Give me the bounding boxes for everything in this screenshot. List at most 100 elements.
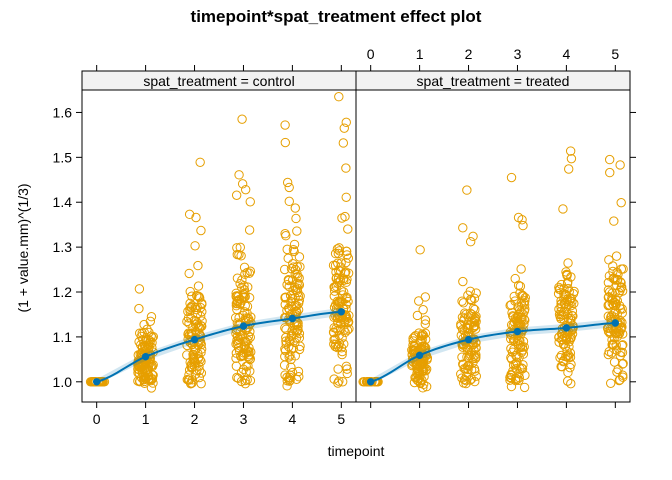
data-point [506,300,516,310]
y-tick-label: 1.1 [53,329,73,345]
data-point [337,346,347,357]
data-point [240,184,251,195]
y-axis-label: (1 + value.mm)^(1/3) [15,183,31,312]
data-point [615,160,625,170]
data-point [559,294,569,304]
data-point [233,342,244,353]
data-point [413,375,423,386]
data-point [139,319,149,330]
data-point [195,157,205,167]
data-point [340,268,350,278]
data-point [610,328,621,339]
data-point [607,298,618,309]
y-tick-label: 1.2 [53,284,73,300]
data-point [565,295,575,306]
data-point [617,359,628,369]
data-point [188,354,199,364]
data-point [290,264,301,275]
data-point [515,281,526,291]
data-point [458,359,468,369]
data-point [191,212,201,223]
data-point [604,271,615,281]
data-point [341,293,351,304]
y-tick-label: 1.6 [53,104,73,120]
data-point [456,319,466,329]
y-tick-label: 1.0 [53,374,73,390]
data-point [148,370,158,380]
data-point [279,264,290,275]
chart-title: timepoint*spat_treatment effect plot [191,7,482,26]
data-point [330,248,341,259]
panel-frame [81,89,357,403]
data-point [516,307,526,317]
data-point [240,269,250,279]
data-point [237,330,247,341]
data-point [520,370,530,381]
data-point [232,243,242,253]
data-point [290,203,300,213]
data-point [194,291,204,302]
data-point [190,345,200,355]
data-point [519,382,530,393]
fit-point [366,378,375,386]
x-axis-label: timepoint [328,443,385,459]
data-point [288,328,299,339]
data-point [239,284,250,295]
data-point [185,286,195,297]
data-point [617,329,628,339]
data-point [292,300,302,311]
y-tick-label: 1.3 [53,239,73,255]
data-point [341,314,352,325]
data-point [243,335,253,346]
data-point [505,334,516,344]
data-point [615,304,626,314]
data-point [337,213,347,223]
data-point [556,361,566,372]
data-point [612,309,623,319]
data-point [183,328,194,338]
data-point [336,343,347,353]
data-point [609,332,620,343]
data-point [182,316,192,327]
data-point [562,279,573,289]
data-point [366,377,376,387]
data-point [612,367,622,377]
data-point [231,190,242,200]
data-point [618,340,628,350]
data-point [461,371,472,381]
data-point [280,137,291,148]
data-point [341,361,352,372]
data-point [341,117,351,128]
data-point [243,351,254,362]
data-point [241,367,251,377]
data-point [462,185,472,195]
data-point [294,252,305,262]
data-point [190,241,200,251]
data-point [334,376,344,386]
data-point [341,163,351,173]
data-point [506,369,516,380]
data-point [293,366,304,377]
fit-line [96,310,342,383]
data-point [466,350,476,360]
data-point [563,309,573,319]
data-point [512,357,522,368]
data-point [468,231,478,242]
data-point [416,336,426,347]
data-point [516,264,526,274]
data-point [284,182,294,193]
fit-point [464,335,473,344]
data-point [414,296,424,306]
data-point [469,293,480,304]
data-point [517,301,527,311]
data-point [417,331,427,341]
confidence-band [370,318,616,385]
data-point [282,177,293,188]
data-point [291,213,301,224]
data-point [341,267,351,277]
data-point [237,114,247,124]
data-point [137,328,147,338]
data-point [342,274,352,285]
data-point [414,369,424,379]
data-point [609,216,619,226]
